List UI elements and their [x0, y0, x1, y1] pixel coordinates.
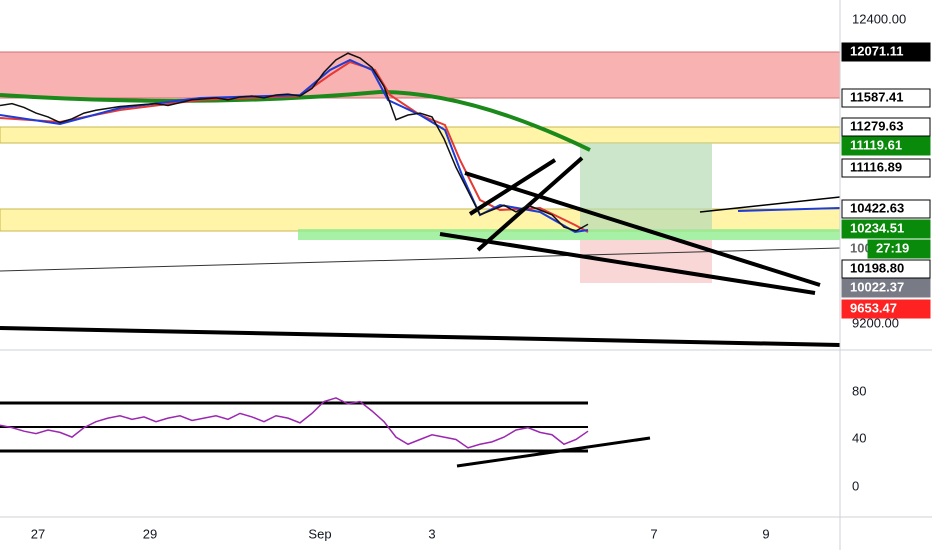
rsi-line	[0, 397, 589, 449]
channel-line	[468, 158, 557, 216]
price-tag-bg	[841, 158, 931, 178]
price-tag: 11119.61	[850, 137, 902, 152]
trend-line	[0, 326, 841, 347]
price-tag: 10198.80	[850, 260, 904, 275]
price-tag: 12071.11	[850, 43, 904, 58]
ema-red	[0, 60, 589, 233]
price-tag: 11116.89	[850, 159, 902, 174]
price-tag-bg	[841, 259, 931, 279]
trend-line	[0, 247, 841, 272]
price-tag-bg	[841, 42, 931, 62]
time-label: Sep	[308, 526, 331, 541]
price-tag-bg	[841, 199, 931, 219]
price-tag-bg	[841, 219, 931, 239]
price-tag: 10022.37	[850, 279, 904, 294]
price-tag: 10234.51	[850, 220, 904, 235]
price-tag-bg	[841, 117, 931, 137]
price-tag-bg	[841, 278, 931, 298]
price-tag-bg	[841, 88, 931, 108]
price-tag-bg	[841, 299, 931, 319]
price-tag-bg	[841, 136, 931, 156]
price-tag: 11587.41	[850, 89, 904, 104]
time-label: 9	[762, 526, 769, 541]
price-label: 9200.00	[852, 315, 899, 330]
yellow-zone	[0, 208, 841, 232]
projection-line	[737, 207, 841, 212]
rsi-label: 0	[852, 478, 859, 493]
time-label: 7	[650, 526, 657, 541]
time-label: 27	[31, 526, 45, 541]
price-tag: 27:19	[876, 240, 909, 255]
price-tag: 10422.63	[850, 200, 904, 215]
time-label: 29	[143, 526, 157, 541]
price-line	[0, 52, 589, 232]
channel-line	[476, 156, 584, 252]
wedge-line	[464, 171, 821, 287]
projection-line	[699, 196, 841, 213]
price-tag: 100	[850, 240, 872, 255]
ma-green	[0, 89, 591, 152]
resistance-zone	[0, 52, 840, 98]
yellow-zone	[0, 126, 841, 144]
price-tag-bg	[867, 239, 931, 259]
price-tag: 9653.47	[850, 300, 897, 315]
rsi-label: 40	[852, 430, 866, 445]
rsi-trend	[456, 436, 651, 468]
ema-blue	[0, 58, 589, 234]
price-label: 12400.00	[852, 11, 906, 26]
price-tag: 11279.63	[850, 118, 904, 133]
green-band	[298, 229, 840, 240]
rsi-label: 80	[852, 383, 866, 398]
time-label: 3	[428, 526, 435, 541]
wedge-line	[439, 232, 816, 295]
